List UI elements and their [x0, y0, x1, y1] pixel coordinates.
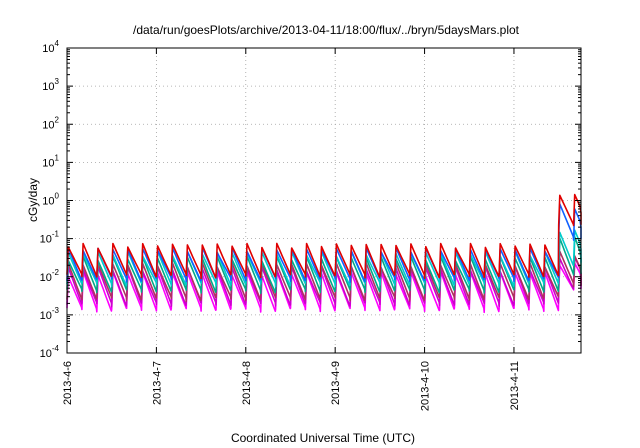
y-tick-label: 102 [42, 115, 59, 131]
y-tick-label: 10-1 [40, 230, 60, 246]
series-line [66, 193, 582, 280]
x-tick-label: 2013-4-10 [420, 361, 432, 411]
y-tick-label: 100 [42, 192, 59, 208]
series-layer [66, 193, 582, 314]
y-tick-label: 104 [42, 39, 59, 55]
x-tick-label: 2013-4-6 [62, 361, 74, 405]
y-tick-label: 103 [42, 77, 59, 93]
y-tick-label: 10-4 [40, 344, 60, 360]
ticks: 10-4 10-3 10-2 10-1 100 101 102 103 104 2013-4-6 2… [40, 39, 581, 411]
y-tick-label: 10-3 [40, 306, 60, 322]
x-tick-label: 2013-4-11 [509, 361, 521, 410]
x-tick-label: 2013-4-9 [330, 361, 342, 405]
y-tick-label: 101 [42, 153, 59, 169]
x-tick-label: 2013-4-7 [151, 361, 163, 405]
chart-title: /data/run/goesPlots/archive/2013-04-11/1… [133, 23, 520, 37]
y-axis-title: cGy/day [26, 178, 40, 222]
x-axis-title: Coordinated Universal Time (UTC) [231, 431, 415, 445]
grid [66, 48, 581, 353]
y-tick-label: 10-2 [40, 268, 60, 284]
x-tick-label: 2013-4-8 [241, 361, 253, 405]
